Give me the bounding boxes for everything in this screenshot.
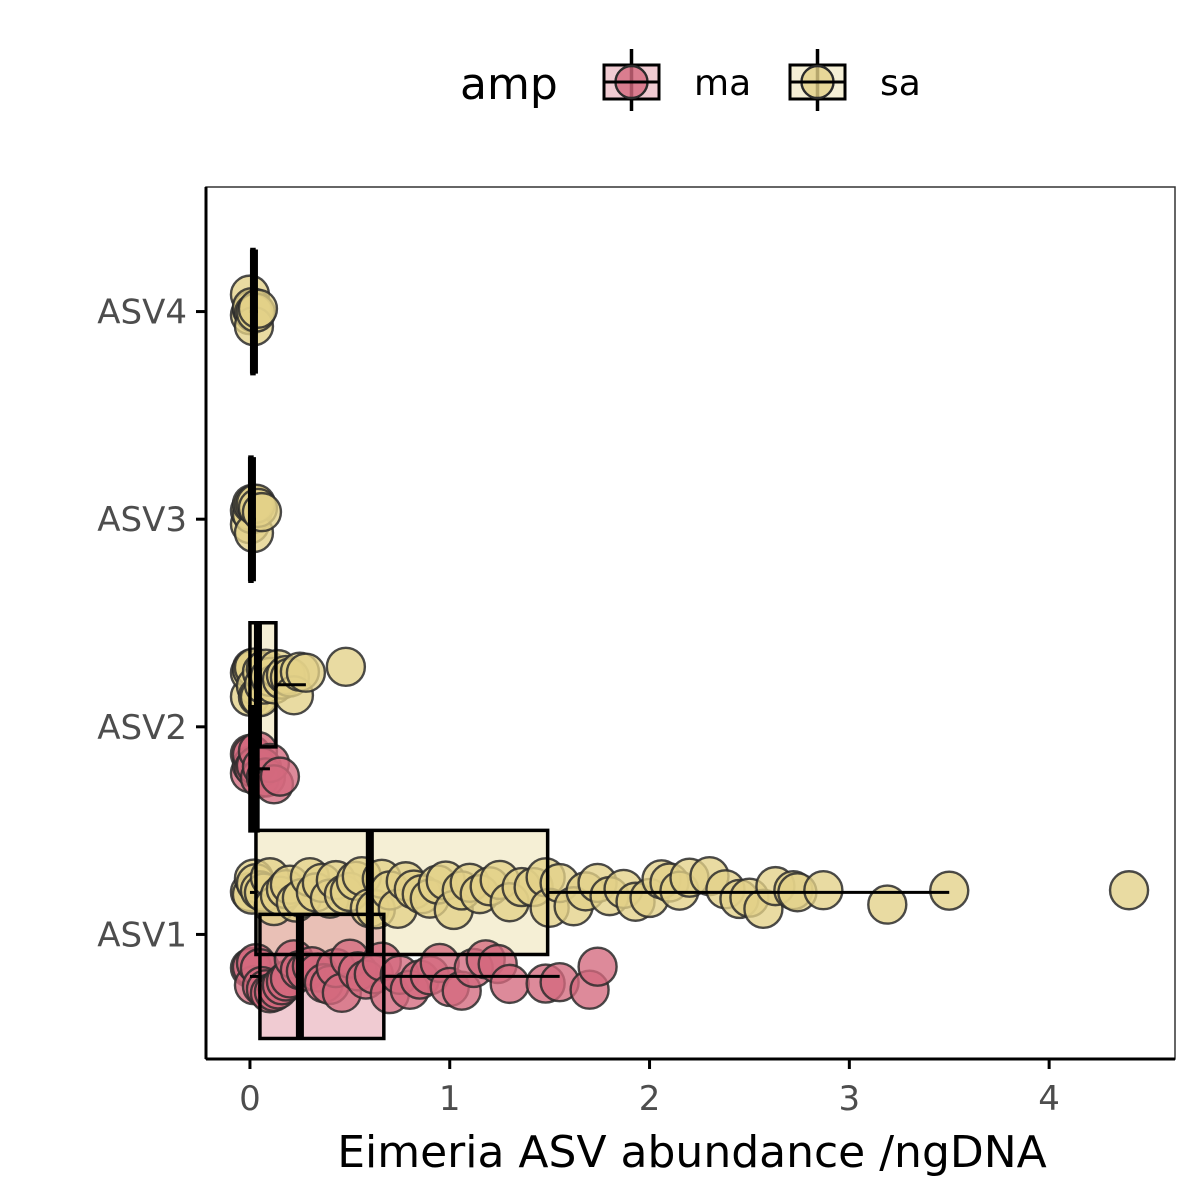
x-tick-label-0: 0 bbox=[239, 1079, 261, 1119]
points-layer bbox=[229, 274, 1150, 1015]
x-tick-label-1: 1 bbox=[439, 1079, 461, 1119]
y-tick-label-asv4: ASV4 bbox=[97, 293, 187, 333]
y-tick-label-asv1: ASV1 bbox=[97, 915, 187, 955]
data-point-asv1-sa bbox=[1108, 870, 1150, 911]
legend-label-ma: ma bbox=[694, 63, 751, 104]
box-outline-asv1-ma bbox=[258, 912, 386, 1041]
data-point-asv2-ma bbox=[259, 756, 301, 797]
data-point-asv1-sa bbox=[929, 870, 970, 911]
y-axis-ticks: ASV1 ASV2 ASV3 ASV4 bbox=[97, 293, 206, 955]
x-tick-label-3: 3 bbox=[839, 1079, 861, 1119]
legend-title: amp bbox=[460, 59, 558, 110]
x-tick-label-2: 2 bbox=[639, 1079, 661, 1119]
x-axis-ticks: 0 1 2 3 4 bbox=[239, 1059, 1060, 1119]
y-tick-label-asv3: ASV3 bbox=[97, 500, 187, 540]
box-lines-layer bbox=[247, 247, 950, 1041]
box-outline-asv2-sa bbox=[248, 620, 278, 749]
data-point-asv1-sa bbox=[803, 870, 844, 911]
x-axis-title: Eimeria ASV abundance /ngDNA bbox=[337, 1127, 1047, 1178]
data-point-asv2-sa bbox=[325, 646, 367, 688]
y-tick-label-asv2: ASV2 bbox=[97, 708, 187, 748]
data-point-asv1-ma bbox=[577, 946, 618, 987]
legend-label-sa: sa bbox=[880, 63, 921, 104]
x-tick-label-4: 4 bbox=[1038, 1079, 1060, 1119]
data-point-asv2-sa bbox=[285, 652, 327, 693]
legend: amp ma sa bbox=[460, 49, 921, 111]
data-point-asv1-sa bbox=[867, 884, 908, 925]
data-point-asv1-ma bbox=[489, 963, 530, 1005]
legend-items: ma sa bbox=[602, 49, 921, 111]
box-outline-asv1-sa bbox=[254, 828, 550, 957]
